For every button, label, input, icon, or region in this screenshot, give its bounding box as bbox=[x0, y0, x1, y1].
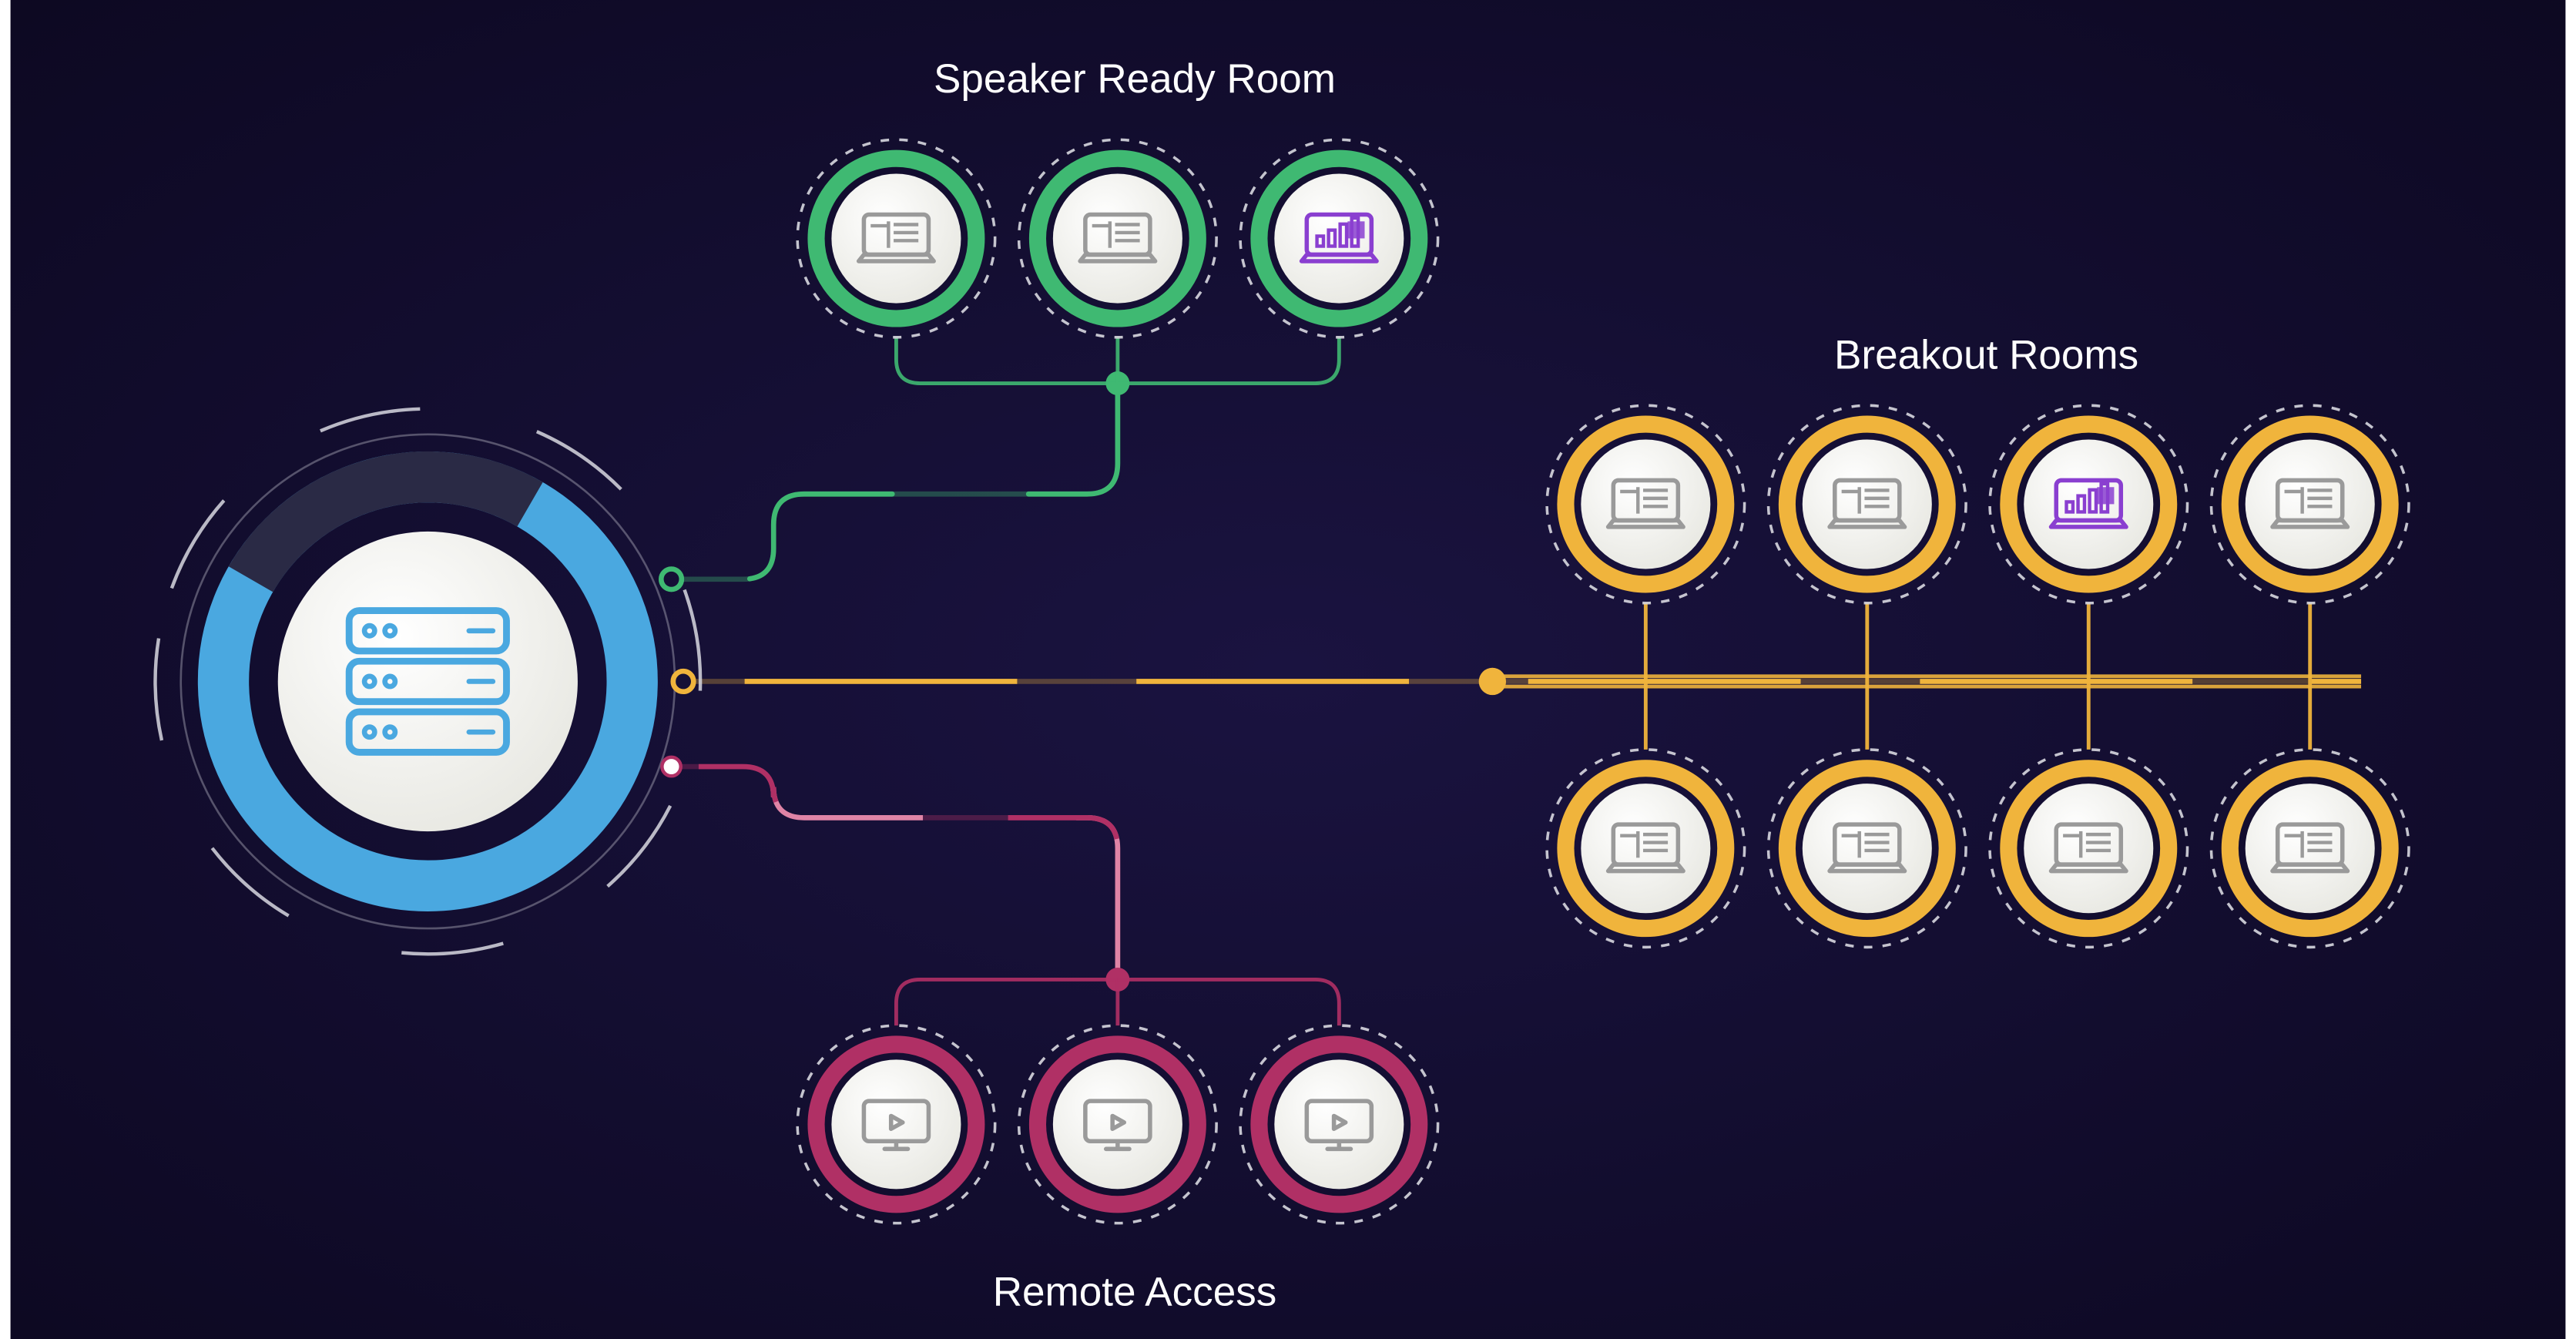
breakout-label: Breakout Rooms bbox=[1834, 332, 2138, 378]
diagram-stage: Speaker Ready Room Breakout Rooms Remote A… bbox=[0, 0, 2576, 1339]
diagram-svg: Speaker Ready Room Breakout Rooms Remote A… bbox=[0, 0, 2576, 1339]
remote-label: Remote Access bbox=[993, 1270, 1277, 1315]
speaker-label: Speaker Ready Room bbox=[934, 56, 1336, 102]
